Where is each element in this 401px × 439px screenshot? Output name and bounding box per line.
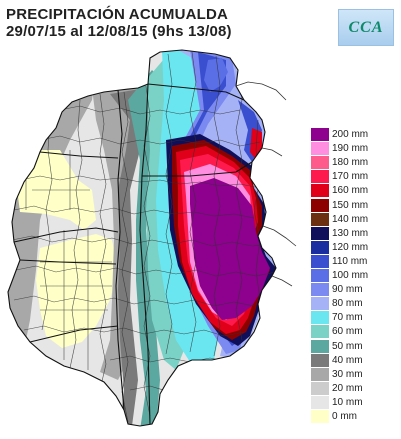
legend-swatch xyxy=(311,254,329,268)
legend-label: 80 mm xyxy=(332,298,363,310)
legend-swatch xyxy=(311,311,329,325)
legend-label: 110 mm xyxy=(332,255,368,267)
map-title: PRECIPITACIÓN ACUMUALDA 29/07/15 al 12/0… xyxy=(6,6,232,40)
legend-swatch xyxy=(311,184,329,198)
legend-label: 50 mm xyxy=(332,340,363,352)
legend-label: 190 mm xyxy=(332,143,369,155)
department-boundaries xyxy=(11,51,276,423)
legend-label: 140 mm xyxy=(332,213,369,225)
legend-swatch xyxy=(311,325,329,339)
legend-swatch xyxy=(311,128,329,141)
province-boundaries xyxy=(7,49,277,427)
neighbour-outlines xyxy=(235,81,297,287)
title-line-1: PRECIPITACIÓN ACUMUALDA xyxy=(6,6,229,23)
legend-label: 170 mm xyxy=(332,171,369,183)
legend-swatch xyxy=(311,156,329,170)
legend-swatch xyxy=(311,283,329,297)
legend-swatch xyxy=(311,367,329,381)
legend-swatch xyxy=(311,240,329,254)
legend-label: 160 mm xyxy=(332,185,369,197)
legend-swatch xyxy=(311,198,329,212)
legend-label: 60 mm xyxy=(332,326,363,338)
cca-logo: CCA xyxy=(338,9,394,46)
legend-label: 0 mm xyxy=(332,411,357,422)
legend-swatch xyxy=(311,170,329,184)
legend-swatch xyxy=(311,297,329,311)
legend-label: 90 mm xyxy=(332,284,363,296)
legend-label: 30 mm xyxy=(332,368,363,380)
legend-label: 100 mm xyxy=(332,270,369,281)
legend-label: 150 mm xyxy=(332,199,369,211)
legend-label: 180 mm xyxy=(332,157,369,169)
title-line-2: 29/07/15 al 12/08/15 (9hs 13/08) xyxy=(6,23,232,40)
legend-swatch xyxy=(311,353,329,367)
legend-label: 120 mm xyxy=(332,241,369,253)
legend-label: 70 mm xyxy=(332,312,363,324)
rainfall-fill xyxy=(8,50,276,426)
legend-swatch xyxy=(311,339,329,353)
legend-swatch xyxy=(311,212,329,226)
legend-label: 10 mm xyxy=(332,396,363,408)
legend-swatch xyxy=(311,142,329,156)
legend-swatch xyxy=(311,395,329,409)
legend-swatch xyxy=(311,226,329,240)
legend-swatch xyxy=(311,410,329,423)
legend-label: 130 mm xyxy=(332,227,369,239)
legend-label: 20 mm xyxy=(332,382,363,394)
legend-swatch xyxy=(311,269,329,282)
legend-swatch xyxy=(311,381,329,395)
legend-label: 200 mm xyxy=(332,129,369,140)
logo-text: CCA xyxy=(348,19,384,36)
legend-label: 40 mm xyxy=(332,354,363,366)
